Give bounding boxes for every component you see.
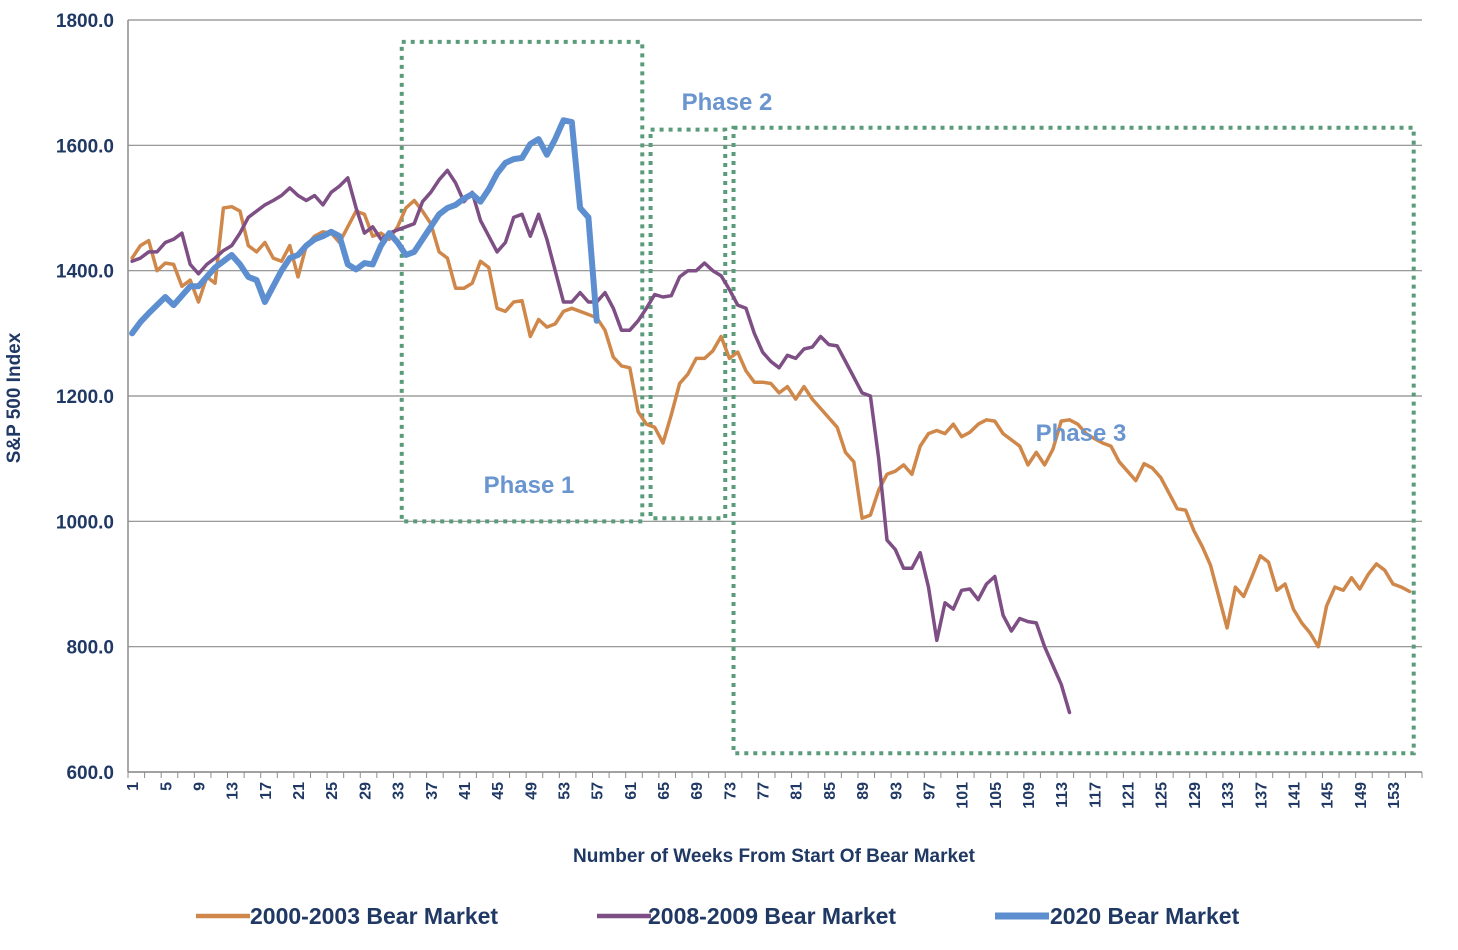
x-tick-label: 93: [888, 782, 905, 800]
x-tick-label: 53: [556, 782, 573, 800]
x-tick-label: 1: [125, 782, 142, 791]
x-tick-label: 45: [490, 782, 507, 800]
x-tick-label: 145: [1320, 782, 1337, 809]
x-tick-label: 153: [1386, 782, 1403, 809]
x-tick-label: 69: [689, 782, 706, 800]
x-tick-label: 141: [1286, 782, 1303, 809]
gridlines: [128, 19, 1422, 773]
x-tick-label: 5: [158, 782, 175, 791]
x-tick-label: 65: [656, 782, 673, 800]
x-tick-label: 37: [424, 782, 441, 800]
x-tick-label: 117: [1087, 782, 1104, 808]
x-tick-label: 81: [789, 782, 806, 800]
x-tick-label: 113: [1054, 782, 1071, 808]
y-tick-labels: 600.0 800.0 1000.0 1200.0 1400.0 1600.0 1800.0: [56, 11, 114, 784]
series-line: [129, 117, 600, 337]
x-tick-label: 33: [391, 782, 408, 800]
phase-boxes: [399, 39, 1416, 756]
phase-label: Phase 2: [682, 89, 773, 116]
y-tick-label: 600.0: [66, 763, 114, 784]
x-tick-labels: 1 5 9 13 17 21 25 29 33 37 41 45 49 53 57 61 65 69 73 77 81 8…: [125, 782, 1403, 809]
x-tick-label: 121: [1121, 782, 1138, 809]
x-tick-label: 41: [457, 782, 474, 800]
x-tick-label: 9: [192, 782, 209, 791]
legend-label: 2020 Bear Market: [1050, 903, 1240, 929]
x-axis-title: Number of Weeks From Start Of Bear Marke…: [573, 846, 976, 867]
y-tick-label: 1200.0: [56, 387, 114, 408]
x-tick-label: 97: [921, 782, 938, 800]
x-tick-label: 85: [822, 782, 839, 800]
phase-labels: Phase 1 Phase 2 Phase 3: [484, 89, 1127, 499]
x-tick-label: 109: [1021, 782, 1038, 809]
y-tick-label: 1400.0: [56, 262, 114, 283]
series-lines: [129, 117, 1412, 715]
x-tick-label: 61: [623, 782, 640, 800]
x-tick-label: 13: [225, 782, 242, 800]
legend-label: 2000-2003 Bear Market: [250, 903, 498, 929]
x-tick-label: 105: [988, 782, 1005, 809]
x-tick-label: 49: [523, 782, 540, 800]
y-tick-label: 800.0: [66, 638, 114, 659]
phase-label: Phase 1: [484, 472, 575, 499]
series-line: [130, 198, 1412, 649]
x-tick-label: 73: [722, 782, 739, 800]
y-axis-title: S&P 500 Index: [4, 332, 25, 463]
x-tick-label: 77: [756, 782, 773, 800]
series-line: [130, 168, 1072, 715]
x-tick-label: 149: [1353, 782, 1370, 809]
phase-box: [399, 39, 645, 524]
y-tick-label: 1800.0: [56, 11, 114, 32]
x-tick-label: 17: [258, 782, 275, 800]
phase-label: Phase 3: [1036, 420, 1127, 447]
phase-box: [648, 127, 728, 521]
x-tick-label: 21: [291, 782, 308, 800]
legend: 2000-2003 Bear Market 2008-2009 Bear Mark…: [196, 903, 1240, 929]
x-tick-label: 129: [1187, 782, 1204, 809]
x-tick-label: 101: [955, 782, 972, 809]
x-tick-label: 25: [324, 782, 341, 800]
x-tick-label: 89: [855, 782, 872, 800]
x-tick-label: 125: [1154, 782, 1171, 809]
y-tick-label: 1600.0: [56, 136, 114, 157]
x-tick-label: 29: [357, 782, 374, 800]
legend-label: 2008-2009 Bear Market: [648, 903, 896, 929]
x-tick-label: 57: [590, 782, 607, 800]
axes: [127, 20, 1423, 778]
x-tick-label: 137: [1253, 782, 1270, 809]
y-tick-label: 1000.0: [56, 512, 114, 533]
x-tick-label: 133: [1220, 782, 1237, 809]
phase-box: [731, 125, 1416, 756]
